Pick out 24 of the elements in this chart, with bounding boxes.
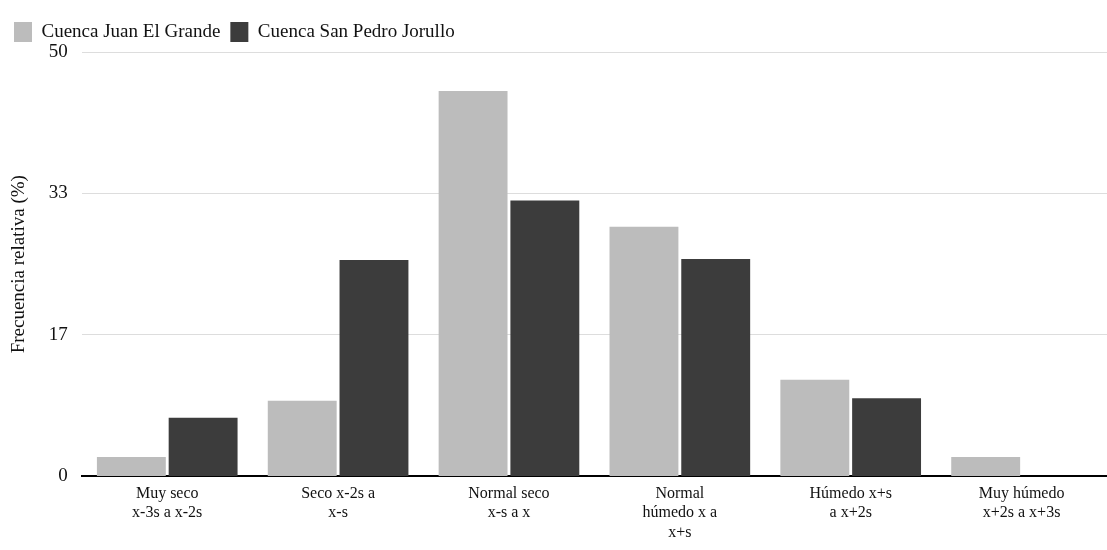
bar	[780, 379, 850, 476]
bar	[681, 259, 751, 476]
bar	[510, 200, 580, 476]
x-tick-label: Normal seco x-s a x	[468, 484, 550, 521]
legend-label: Cuenca Juan El Grande	[41, 19, 221, 41]
x-tick-label: Húmedo x+s a x+2s	[809, 484, 892, 521]
legend-label: Cuenca San Pedro Jorullo	[257, 19, 455, 41]
y-axis-title: Frecuencia relativa (%)	[7, 175, 30, 354]
y-tick-label: 50	[48, 39, 68, 61]
bar	[438, 91, 508, 476]
bar	[609, 226, 679, 476]
y-tick-label: 0	[58, 464, 68, 486]
bar	[96, 456, 166, 476]
bar	[339, 259, 409, 476]
bar	[267, 400, 337, 476]
x-tick-label: Normal húmedo x a x+s	[642, 484, 718, 540]
bar	[951, 456, 1021, 476]
y-tick-label: 17	[48, 322, 68, 344]
bar	[168, 417, 238, 476]
x-tick-label: Seco x-2s a x-s	[301, 484, 375, 521]
y-tick-label: 33	[48, 181, 68, 203]
x-tick-label: Muy húmedo x+2s a x+3s	[978, 484, 1065, 521]
bar	[852, 398, 922, 476]
x-tick-label: Muy seco x-3s a x-2s	[132, 484, 203, 521]
